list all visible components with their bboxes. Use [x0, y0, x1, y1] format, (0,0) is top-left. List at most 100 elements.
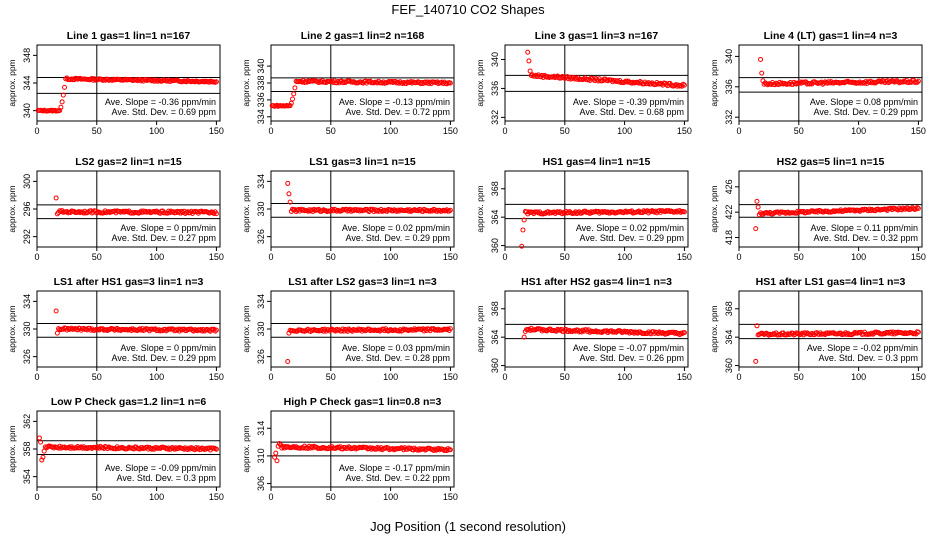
- x-tick-label: 50: [560, 252, 570, 262]
- y-tick-label: 326: [256, 349, 266, 364]
- plot-frame: [738, 290, 923, 368]
- y-tick-label: 354: [22, 469, 32, 484]
- std-dev-text: Ave. Std. Dev. = 0.29 ppm: [112, 353, 216, 363]
- data-point: [105, 328, 111, 334]
- data-point: [39, 457, 45, 463]
- x-tick-label: 50: [92, 252, 102, 262]
- data-point: [179, 208, 185, 214]
- std-dev-text: Ave. Std. Dev. = 0.27 ppm: [112, 233, 216, 243]
- plot-frame: [270, 410, 455, 488]
- x-tick-label: 150: [209, 372, 224, 382]
- data-point: [914, 79, 920, 85]
- data-point: [285, 358, 291, 364]
- y-tick-label: 340: [22, 103, 32, 118]
- std-dev-text: Ave. Std. Dev. = 0.26 ppm: [580, 353, 684, 363]
- x-tick-label: 0: [268, 252, 273, 262]
- x-tick-label: 100: [851, 126, 866, 136]
- slope-text: Ave. Slope = 0.11 ppm/min: [811, 223, 918, 233]
- data-point: [759, 70, 765, 76]
- x-tick-label: 50: [560, 372, 570, 382]
- x-tick-label: 0: [34, 126, 39, 136]
- std-dev-text: Ave. Std. Dev. = 0.69 ppm: [112, 107, 216, 117]
- data-point: [527, 68, 533, 74]
- plot-frame: [738, 44, 923, 122]
- x-tick-label: 100: [383, 252, 398, 262]
- data-point: [915, 329, 921, 335]
- y-axis-label: approx. ppm: [241, 59, 251, 106]
- data-point: [60, 92, 66, 98]
- x-tick-label: 50: [560, 126, 570, 136]
- x-tick-label: 150: [677, 126, 692, 136]
- slope-text: Ave. Slope = -0.09 ppm/min: [105, 463, 216, 473]
- chart-panel-10: LS1 after LS2 gas=3 lin=1 n=3 0 50 100 150 32…: [241, 276, 458, 382]
- y-tick-label: 334: [256, 174, 266, 189]
- y-tick-label: 332: [490, 110, 500, 125]
- chart-panel-9: LS1 after HS1 gas=3 lin=1 n=3 0 50 100 150 32…: [7, 276, 224, 382]
- data-point: [445, 446, 451, 452]
- y-axis-label: approx. ppm: [241, 185, 251, 232]
- y-tick-label: 364: [490, 210, 500, 225]
- data-point: [679, 331, 685, 337]
- x-tick-label: 150: [677, 372, 692, 382]
- x-tick-label: 100: [149, 372, 164, 382]
- chart-panel-14: High P Check gas=1 lin=0.8 n=3 0 50 100 150 3…: [241, 396, 458, 502]
- y-axis-label: approx. ppm: [709, 305, 719, 352]
- std-dev-text: Ave. Std. Dev. = 0.32 ppm: [814, 233, 918, 243]
- slope-text: Ave. Slope = 0.03 ppm/min: [342, 343, 450, 353]
- slope-text: Ave. Slope = 0.02 ppm/min: [342, 223, 450, 233]
- plot-frame: [504, 44, 689, 122]
- data-point: [53, 308, 59, 314]
- x-tick-label: 50: [794, 126, 804, 136]
- y-axis-label: approx. ppm: [7, 425, 17, 472]
- x-tick-label: 0: [502, 252, 507, 262]
- slope-text: Ave. Slope = -0.39 ppm/min: [573, 97, 684, 107]
- data-point: [447, 207, 453, 213]
- y-tick-label: 296: [22, 201, 32, 216]
- x-tick-label: 100: [617, 252, 632, 262]
- y-tick-label: 340: [490, 52, 500, 67]
- x-tick-label: 0: [34, 252, 39, 262]
- x-tick-label: 0: [34, 372, 39, 382]
- y-tick-label: 332: [724, 110, 734, 125]
- chart-title: LS1 after HS1 gas=3 lin=1 n=3: [54, 276, 204, 288]
- x-tick-label: 0: [268, 492, 273, 502]
- x-tick-label: 50: [326, 252, 336, 262]
- data-point: [287, 199, 293, 205]
- x-tick-label: 150: [443, 126, 458, 136]
- std-dev-text: Ave. Std. Dev. = 0.22 ppm: [346, 473, 450, 483]
- plot-frame: [504, 290, 689, 368]
- data-point: [285, 180, 291, 186]
- data-point: [521, 217, 527, 223]
- y-tick-label: 334: [256, 294, 266, 309]
- data-point: [793, 81, 799, 87]
- x-tick-label: 150: [911, 372, 926, 382]
- chart-panel-8: HS2 gas=5 lin=1 n=15 0 50 100 150 418 422 426 ap…: [709, 156, 926, 262]
- x-tick-label: 150: [209, 126, 224, 136]
- chart-title: Line 4 (LT) gas=1 lin=4 n=3: [764, 30, 898, 42]
- y-tick-label: 422: [724, 205, 734, 220]
- data-point: [521, 334, 527, 340]
- y-axis-label: approx. ppm: [7, 185, 17, 232]
- data-point: [755, 204, 761, 210]
- data-point: [758, 56, 764, 62]
- data-point: [519, 243, 525, 249]
- std-dev-text: Ave. Std. Dev. = 0.29 ppm: [580, 233, 684, 243]
- y-axis-label: approx. ppm: [7, 305, 17, 352]
- chart-panel-7: HS1 gas=4 lin=1 n=15 0 50 100 150 360 364 368 ap…: [475, 156, 692, 262]
- data-point: [54, 211, 60, 217]
- y-axis-label: approx. ppm: [475, 59, 485, 106]
- x-tick-label: 0: [736, 372, 741, 382]
- y-tick-label: 334: [256, 109, 266, 124]
- y-tick-label: 326: [22, 349, 32, 364]
- x-tick-label: 100: [149, 126, 164, 136]
- y-axis-label: approx. ppm: [475, 305, 485, 352]
- y-tick-label: 326: [256, 229, 266, 244]
- x-tick-label: 100: [149, 252, 164, 262]
- y-tick-label: 330: [256, 321, 266, 336]
- data-point: [62, 84, 68, 90]
- y-tick-label: 330: [22, 321, 32, 336]
- chart-title: HS1 gas=4 lin=1 n=15: [543, 156, 651, 168]
- chart-panel-11: HS1 after HS2 gas=4 lin=1 n=3 0 50 100 150 36…: [475, 276, 692, 382]
- chart-panel-13: Low P Check gas=1.2 lin=1 n=6 0 50 100 150 35…: [7, 396, 224, 502]
- x-tick-label: 50: [326, 492, 336, 502]
